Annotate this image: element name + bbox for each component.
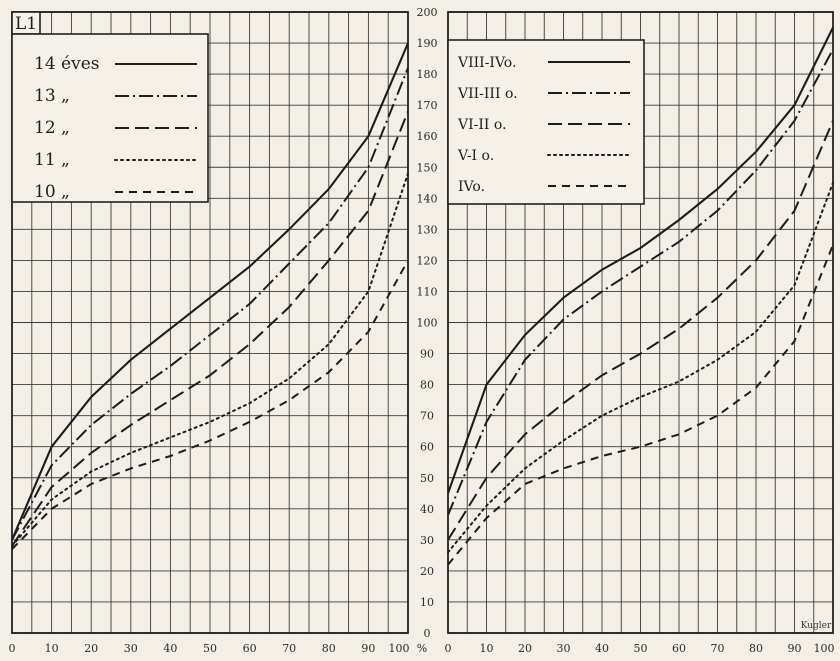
y-tick-label: 170	[417, 99, 438, 112]
left-legend-label: 11 „	[34, 150, 70, 170]
left-x-tick-label: 0	[9, 642, 16, 655]
y-tick-label: 110	[417, 285, 438, 298]
right-legend-box	[447, 39, 645, 205]
right-frame	[447, 11, 834, 634]
right-legend-label: V-I o.	[457, 148, 494, 164]
right-x-tick-label: 100	[814, 642, 835, 655]
left-series-line-1	[11, 67, 409, 541]
y-tick-label: 30	[420, 534, 434, 547]
left-x-tick-label: 70	[282, 642, 296, 655]
left-legend-label: 10 „	[34, 182, 70, 202]
left-x-tick-label: 60	[243, 642, 257, 655]
y-tick-label: 140	[417, 192, 438, 205]
right-x-tick-label: 40	[595, 642, 609, 655]
left-x-tick-label: 40	[163, 642, 177, 655]
left-x-tick-label: 30	[124, 642, 138, 655]
left-series-line-0	[11, 42, 409, 541]
right-x-tick-label: 20	[518, 642, 532, 655]
left-series-line-4	[11, 259, 409, 550]
y-tick-label: 70	[420, 410, 434, 423]
y-tick-label: 130	[417, 223, 438, 236]
y-axis: 0 10 20 30 40 50 60 70 80 90 100 110 120 130 140 150 160…	[417, 6, 438, 655]
left-legend-label: 14 éves	[34, 54, 100, 74]
right-x-tick-label: 50	[634, 642, 648, 655]
y-tick-label: 180	[417, 68, 438, 81]
right-x-tick-label: 80	[749, 642, 763, 655]
right-x-tick-label: 0	[445, 642, 452, 655]
left-panel: 0 10 20 30 40 50 60 70 80 90 100	[9, 11, 410, 655]
left-legend-label: 13 „	[34, 86, 70, 106]
y-tick-label: 0	[424, 627, 431, 640]
right-series-line-4	[447, 244, 834, 566]
right-x-tick-label: 30	[557, 642, 571, 655]
y-tick-label: 160	[417, 130, 438, 143]
y-tick-label: 150	[417, 161, 438, 174]
right-x-tick-label: 70	[711, 642, 725, 655]
left-x-tick-label: 10	[45, 642, 59, 655]
y-tick-label: 10	[420, 596, 434, 609]
y-tick-label: 50	[420, 472, 434, 485]
right-legend-label: VII-III o.	[457, 86, 518, 102]
left-x-tick-label: 20	[84, 642, 98, 655]
left-series-line-3	[11, 172, 409, 548]
left-legend: L1 14 éves 13 „ 12 „ 11 „ 10 „	[11, 11, 209, 203]
left-x-tick-label: 80	[322, 642, 336, 655]
y-tick-label: 120	[417, 254, 438, 267]
left-x-tick-label: 50	[203, 642, 217, 655]
y-tick-label: 60	[420, 441, 434, 454]
right-legend-label: VIII-IVo.	[457, 55, 516, 71]
right-series-line-1	[447, 48, 834, 516]
right-x-tick-label: 90	[788, 642, 802, 655]
left-x-tick-label: 100	[389, 642, 410, 655]
right-legend: VIII-IVo. VII-III o. VI-II o. V-I o. IVo.	[447, 39, 645, 205]
right-series-line-3	[447, 181, 834, 554]
right-x-tick-label: 60	[672, 642, 686, 655]
left-legend-box	[11, 33, 209, 203]
y-tick-label: 20	[420, 565, 434, 578]
left-frame	[11, 11, 409, 634]
right-series-line-2	[447, 120, 834, 541]
y-tick-label: 80	[420, 379, 434, 392]
panel-label: L1	[15, 14, 37, 34]
y-tick-label: 190	[417, 37, 438, 50]
extras: Kugler	[801, 621, 832, 631]
left-x-tick-label: 90	[361, 642, 375, 655]
left-series-line-2	[11, 111, 409, 547]
right-x-tick-label: 10	[480, 642, 494, 655]
x-unit-label: %	[417, 642, 427, 655]
left-legend-label: 12 „	[34, 118, 70, 138]
right-series-line-0	[447, 27, 834, 494]
right-legend-label: VI-II o.	[457, 117, 507, 133]
y-tick-label: 200	[417, 6, 438, 19]
y-tick-label: 40	[420, 503, 434, 516]
y-tick-label: 90	[420, 348, 434, 361]
right-legend-label: IVo.	[458, 179, 485, 195]
y-tick-label: 100	[417, 317, 438, 330]
corner-label: Kugler	[801, 621, 832, 631]
